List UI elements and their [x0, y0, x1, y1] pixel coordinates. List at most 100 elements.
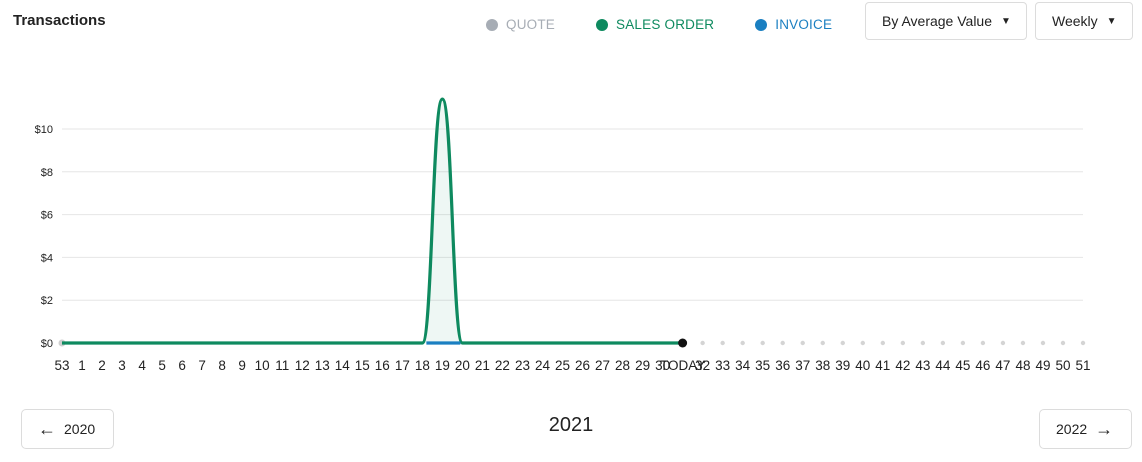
x-tick-label: 7: [198, 358, 206, 373]
x-tick-label: 37: [795, 358, 810, 373]
future-point: [720, 340, 725, 346]
x-tick-label: 3: [118, 358, 126, 373]
x-tick-label: 26: [575, 358, 590, 373]
x-tick-label: 32: [695, 358, 710, 373]
arrow-right-icon: →: [1095, 419, 1114, 439]
legend-label-quote: QUOTE: [506, 17, 556, 32]
x-tick-label: 21: [475, 358, 490, 373]
caret-down-icon: ▼: [1106, 15, 1117, 27]
x-tick-label: 40: [855, 358, 870, 373]
metric-dropdown-label: By Average Value: [882, 13, 993, 29]
quote-dot-icon: [486, 18, 498, 31]
x-tick-label: 42: [895, 358, 910, 373]
y-tick-label: $6: [41, 210, 53, 222]
previous-year-label: 2020: [64, 421, 96, 437]
y-tick-label: $8: [41, 167, 53, 179]
future-point: [860, 340, 865, 346]
future-point: [700, 340, 705, 346]
future-point: [820, 340, 825, 346]
legend-label-sales-order: SALES ORDER: [616, 17, 715, 32]
future-point: [760, 340, 765, 346]
x-tick-label: 35: [755, 358, 770, 373]
x-tick-label: 19: [435, 358, 450, 373]
x-tick-label: 4: [138, 358, 146, 373]
x-tick-label: 20: [455, 358, 470, 373]
future-point: [800, 340, 805, 346]
chart-title: Transactions: [13, 12, 106, 29]
x-tick-label: 27: [595, 358, 610, 373]
x-tick-label: 34: [735, 358, 751, 373]
x-tick-label: 51: [1076, 358, 1091, 373]
x-tick-label: 18: [415, 358, 430, 373]
x-tick-label: 14: [335, 358, 351, 373]
x-tick-label: 12: [295, 358, 310, 373]
x-tick-label: 10: [255, 358, 270, 373]
legend-item-invoice[interactable]: INVOICE: [755, 17, 832, 32]
previous-year-button[interactable]: ← 2020: [21, 409, 114, 449]
period-dropdown[interactable]: Weekly ▼: [1035, 2, 1133, 40]
x-tick-label: 6: [178, 358, 186, 373]
future-point: [880, 340, 886, 346]
legend-item-quote[interactable]: QUOTE: [486, 17, 555, 32]
sales-order-area: [62, 99, 683, 343]
x-tick-label: 15: [355, 358, 370, 373]
next-year-label: 2022: [1056, 421, 1088, 437]
x-tick-label: 9: [238, 358, 246, 373]
y-tick-label: $2: [41, 295, 53, 307]
y-tick-label: $4: [41, 252, 53, 264]
future-point: [1020, 340, 1026, 346]
x-tick-label: 48: [1015, 358, 1030, 373]
x-tick-label: 22: [495, 358, 510, 373]
future-point: [920, 340, 926, 346]
future-point: [780, 340, 785, 346]
next-year-button[interactable]: 2022 →: [1039, 409, 1132, 449]
legend: QUOTE SALES ORDER INVOICE: [486, 17, 832, 32]
x-tick-label: 1: [78, 358, 86, 373]
future-point: [1060, 340, 1066, 346]
x-tick-label: 49: [1035, 358, 1050, 373]
x-tick-label: 24: [535, 358, 551, 373]
arrow-left-icon: ←: [38, 419, 56, 439]
future-point: [1080, 340, 1086, 346]
x-tick-label: 28: [615, 358, 630, 373]
x-tick-label: 29: [635, 358, 650, 373]
x-tick-label: 41: [875, 358, 890, 373]
x-tick-label: 25: [555, 358, 570, 373]
x-tick-label: 53: [54, 358, 69, 373]
future-point: [1040, 340, 1046, 346]
legend-item-sales-order[interactable]: SALES ORDER: [596, 17, 714, 32]
x-tick-label: 38: [815, 358, 830, 373]
x-tick-label: 36: [775, 358, 790, 373]
x-tick-label: 39: [835, 358, 850, 373]
x-tick-label: 33: [715, 358, 730, 373]
y-tick-label: $10: [35, 124, 53, 136]
x-tick-label: 16: [375, 358, 390, 373]
x-tick-label: 13: [315, 358, 330, 373]
today-point: [678, 338, 688, 348]
x-tick-label: 23: [515, 358, 530, 373]
metric-dropdown[interactable]: By Average Value ▼: [865, 2, 1027, 40]
future-point: [980, 340, 986, 346]
invoice-dot-icon: [755, 18, 768, 31]
x-tick-label: 30: [655, 358, 670, 373]
x-tick-label: 5: [158, 358, 166, 373]
x-tick-label: 17: [395, 358, 410, 373]
x-tick-label: 46: [975, 358, 990, 373]
x-tick-label: 47: [995, 358, 1010, 373]
caret-down-icon: ▼: [1001, 15, 1011, 27]
x-tick-label: 11: [275, 358, 289, 373]
sales-order-dot-icon: [596, 18, 609, 31]
x-tick-label: 2: [98, 358, 106, 373]
legend-label-invoice: INVOICE: [775, 17, 833, 32]
future-point: [1000, 340, 1006, 346]
x-tick-label: 45: [955, 358, 970, 373]
future-point: [900, 340, 906, 346]
future-point: [960, 340, 966, 346]
future-point: [940, 340, 946, 346]
x-tick-label: 43: [915, 358, 930, 373]
x-tick-label: 50: [1055, 358, 1070, 373]
y-tick-label: $0: [41, 338, 53, 350]
future-point: [740, 340, 745, 346]
period-dropdown-label: Weekly: [1052, 13, 1098, 29]
